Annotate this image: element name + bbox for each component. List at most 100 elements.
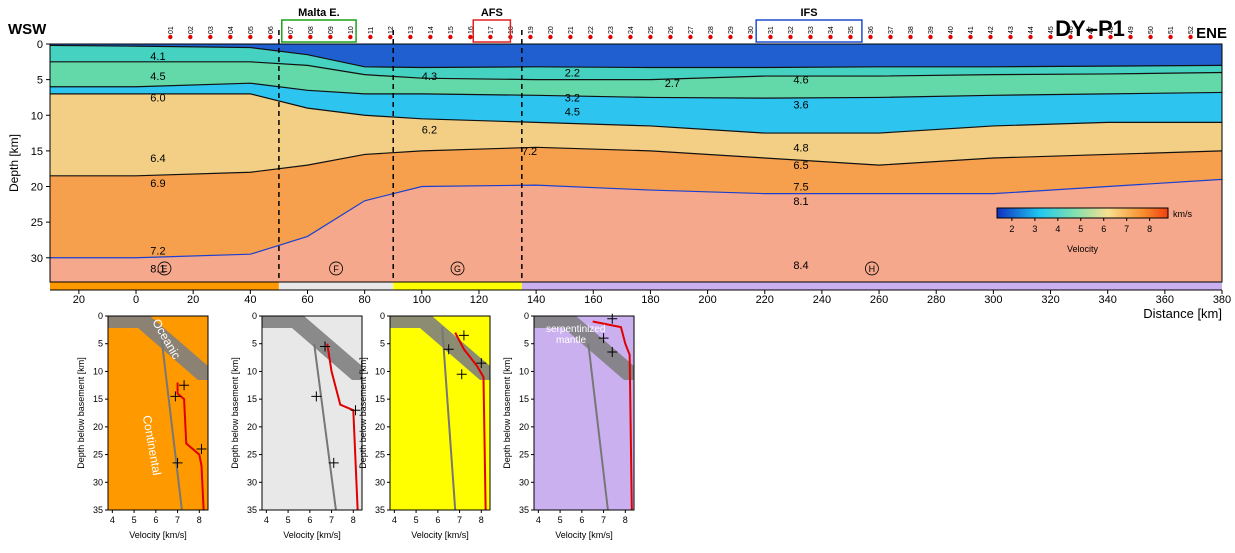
velocity-label: 4.3 bbox=[422, 71, 437, 83]
y-tick-label: 15 bbox=[375, 394, 385, 404]
y-axis-label: Depth below basement [km] bbox=[76, 357, 86, 469]
x-tick-label: 20 bbox=[187, 294, 199, 306]
y-tick-label: 5 bbox=[524, 339, 529, 349]
velocity-label: 6.4 bbox=[150, 153, 165, 165]
pick bbox=[607, 347, 618, 358]
station-label: 45 bbox=[1048, 26, 1055, 34]
y-tick-label: 30 bbox=[519, 477, 529, 487]
colorbar-unit: km/s bbox=[1173, 209, 1192, 219]
profile bbox=[176, 382, 205, 511]
station bbox=[548, 34, 553, 40]
station bbox=[428, 34, 433, 40]
panel-frame bbox=[261, 315, 363, 511]
y-tick-label: 30 bbox=[31, 253, 43, 265]
station-label: 32 bbox=[788, 26, 795, 34]
x-tick-label: 4 bbox=[392, 515, 397, 525]
x-axis-label: Distance [km] bbox=[1143, 306, 1222, 321]
station-label: 30 bbox=[748, 26, 755, 34]
x-tick-label: 280 bbox=[927, 294, 945, 306]
station bbox=[628, 34, 633, 40]
domain-bar bbox=[393, 282, 522, 290]
reference bbox=[159, 326, 183, 511]
domain-circle bbox=[450, 261, 465, 276]
y-tick-label: 15 bbox=[93, 394, 103, 404]
y-tick-label: 0 bbox=[252, 311, 257, 321]
station bbox=[1028, 34, 1033, 40]
station bbox=[388, 34, 393, 40]
colorbar-label: Velocity bbox=[1067, 244, 1099, 254]
y-tick-label: 0 bbox=[524, 311, 529, 321]
x-tick-label: 200 bbox=[698, 294, 716, 306]
station bbox=[688, 34, 693, 40]
velocity-label: 6.5 bbox=[793, 160, 808, 172]
station-label: 27 bbox=[688, 26, 695, 34]
x-tick-label: 120 bbox=[470, 294, 488, 306]
station bbox=[188, 34, 193, 40]
y-tick-label: 10 bbox=[247, 366, 257, 376]
velocity-label: 7.5 bbox=[793, 182, 808, 194]
station bbox=[488, 34, 493, 40]
station bbox=[468, 34, 473, 40]
y-tick-label: 35 bbox=[519, 505, 529, 515]
pick bbox=[170, 391, 181, 402]
station-label: 48 bbox=[1108, 26, 1115, 34]
station bbox=[348, 34, 353, 40]
annotation: serpentinized bbox=[546, 324, 605, 335]
panel-background bbox=[262, 316, 362, 510]
plot-frame bbox=[49, 43, 1223, 283]
station-label: 46 bbox=[1068, 26, 1075, 34]
x-tick-label: 6 bbox=[579, 515, 584, 525]
layer-boundary bbox=[50, 82, 1222, 99]
station-label: 12 bbox=[388, 26, 395, 34]
layer-boundary bbox=[50, 146, 1222, 177]
velocity-label: 4.6 bbox=[793, 75, 808, 87]
x-tick-label: 380 bbox=[1213, 294, 1231, 306]
station-label: 20 bbox=[548, 26, 555, 34]
x-tick-label: 7 bbox=[457, 515, 462, 525]
station-label: 39 bbox=[928, 26, 935, 34]
layer-boundary bbox=[50, 93, 1222, 134]
y-tick-label: 25 bbox=[93, 450, 103, 460]
station bbox=[1148, 34, 1153, 40]
x-tick-label: 80 bbox=[359, 294, 371, 306]
velocity-label: 6.0 bbox=[150, 92, 165, 104]
x-tick-label: 300 bbox=[984, 294, 1002, 306]
station-label: 16 bbox=[468, 26, 475, 34]
y-tick-label: 30 bbox=[93, 477, 103, 487]
layer-fill bbox=[50, 179, 1222, 282]
basement-band bbox=[534, 316, 634, 380]
panel-background bbox=[534, 316, 634, 510]
station-label: 17 bbox=[488, 26, 495, 34]
profile bbox=[454, 332, 487, 511]
x-axis-label: Velocity [km/s] bbox=[411, 530, 469, 540]
station bbox=[788, 34, 793, 40]
velocity-label: 2.7 bbox=[665, 78, 680, 90]
station-label: 13 bbox=[408, 26, 415, 34]
station bbox=[668, 34, 673, 40]
y-tick-label: 25 bbox=[31, 217, 43, 229]
colorbar bbox=[996, 207, 1169, 219]
layer-boundary bbox=[50, 178, 1222, 259]
domain-label: E bbox=[161, 264, 167, 274]
station-label: 23 bbox=[608, 26, 615, 34]
station-label: 11 bbox=[368, 27, 375, 34]
y-axis-label: Depth below basement [km] bbox=[230, 357, 240, 469]
x-tick-label: 7 bbox=[601, 515, 606, 525]
annotation: mantle bbox=[556, 335, 586, 346]
velocity-label: 6.9 bbox=[150, 178, 165, 190]
station-label: 19 bbox=[528, 26, 535, 34]
station bbox=[848, 34, 853, 40]
station-label: 03 bbox=[208, 26, 215, 34]
region-box bbox=[472, 19, 512, 43]
profile bbox=[592, 320, 633, 511]
y-tick-label: 30 bbox=[247, 477, 257, 487]
layer-fill bbox=[50, 93, 1222, 176]
station bbox=[168, 34, 173, 40]
velocity-label: 4.8 bbox=[793, 142, 808, 154]
basement-band bbox=[390, 316, 490, 380]
station bbox=[408, 34, 413, 40]
station bbox=[868, 34, 873, 40]
y-axis-label: Depth below basement [km] bbox=[502, 357, 512, 469]
station-label: 31 bbox=[768, 26, 775, 34]
region-box bbox=[755, 19, 863, 43]
